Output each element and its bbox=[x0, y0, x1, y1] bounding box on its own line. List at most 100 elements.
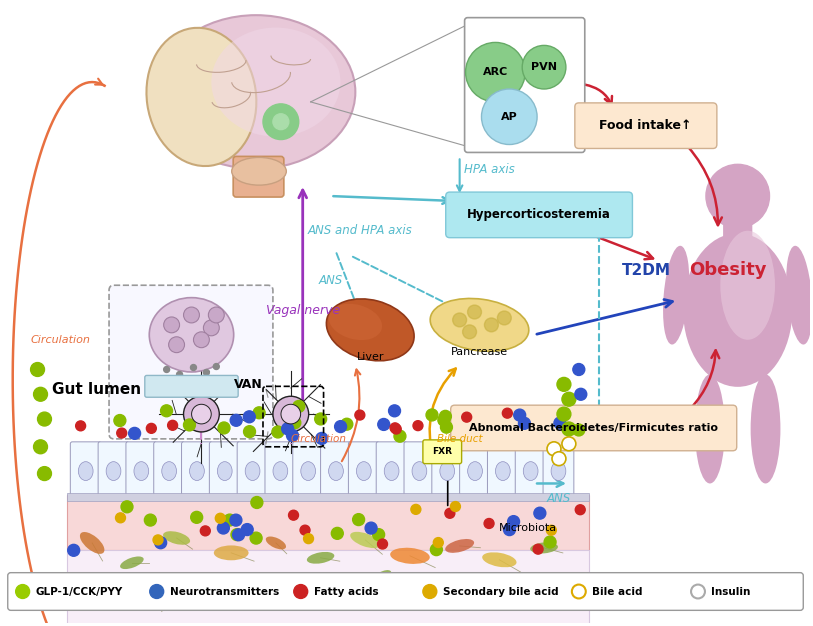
Ellipse shape bbox=[350, 532, 380, 548]
Circle shape bbox=[522, 46, 566, 89]
Text: Obesity: Obesity bbox=[689, 262, 767, 279]
Circle shape bbox=[293, 401, 305, 413]
Circle shape bbox=[37, 466, 51, 481]
Ellipse shape bbox=[107, 461, 121, 481]
Circle shape bbox=[335, 421, 346, 433]
Circle shape bbox=[562, 393, 576, 406]
Ellipse shape bbox=[120, 557, 144, 569]
Circle shape bbox=[300, 525, 310, 535]
FancyBboxPatch shape bbox=[450, 405, 737, 451]
Circle shape bbox=[315, 413, 327, 425]
Circle shape bbox=[293, 585, 307, 598]
Text: Neurotransmitters: Neurotransmitters bbox=[170, 587, 279, 597]
Text: Secondary bile acid: Secondary bile acid bbox=[443, 587, 559, 597]
Text: ANS and HPA axis: ANS and HPA axis bbox=[308, 224, 413, 237]
Circle shape bbox=[190, 364, 197, 371]
Circle shape bbox=[167, 420, 177, 430]
FancyBboxPatch shape bbox=[265, 442, 296, 495]
Circle shape bbox=[192, 404, 211, 424]
Circle shape bbox=[498, 311, 511, 325]
Circle shape bbox=[411, 505, 421, 515]
Ellipse shape bbox=[750, 374, 780, 483]
Circle shape bbox=[544, 536, 556, 548]
FancyBboxPatch shape bbox=[181, 442, 212, 495]
Circle shape bbox=[161, 405, 172, 417]
Text: Bile acid: Bile acid bbox=[592, 587, 642, 597]
Circle shape bbox=[213, 364, 220, 369]
Text: Fatty acids: Fatty acids bbox=[314, 587, 378, 597]
Circle shape bbox=[191, 511, 202, 523]
FancyBboxPatch shape bbox=[154, 442, 185, 495]
FancyBboxPatch shape bbox=[432, 442, 463, 495]
Ellipse shape bbox=[786, 246, 812, 344]
Circle shape bbox=[438, 414, 450, 426]
Circle shape bbox=[273, 114, 289, 130]
Text: Microbiota: Microbiota bbox=[499, 523, 558, 533]
Circle shape bbox=[33, 440, 47, 454]
Circle shape bbox=[303, 534, 314, 543]
FancyBboxPatch shape bbox=[515, 442, 546, 495]
Ellipse shape bbox=[198, 574, 225, 591]
Ellipse shape bbox=[282, 577, 319, 594]
Ellipse shape bbox=[551, 461, 566, 481]
FancyBboxPatch shape bbox=[446, 192, 633, 238]
Ellipse shape bbox=[134, 461, 149, 481]
Ellipse shape bbox=[435, 580, 465, 596]
Circle shape bbox=[145, 514, 156, 526]
Ellipse shape bbox=[385, 461, 399, 481]
FancyBboxPatch shape bbox=[67, 495, 589, 550]
Ellipse shape bbox=[440, 461, 454, 481]
Ellipse shape bbox=[524, 461, 538, 481]
Text: Food intake↑: Food intake↑ bbox=[599, 119, 692, 132]
FancyBboxPatch shape bbox=[233, 156, 284, 197]
Ellipse shape bbox=[157, 15, 355, 169]
Text: Pancrease: Pancrease bbox=[451, 347, 508, 357]
Circle shape bbox=[231, 529, 243, 541]
Circle shape bbox=[184, 419, 195, 431]
Ellipse shape bbox=[189, 461, 204, 481]
Circle shape bbox=[502, 408, 512, 418]
Circle shape bbox=[286, 429, 298, 441]
FancyBboxPatch shape bbox=[543, 442, 574, 495]
Circle shape bbox=[433, 538, 443, 548]
FancyBboxPatch shape bbox=[145, 376, 238, 398]
Circle shape bbox=[128, 428, 141, 439]
Text: AP: AP bbox=[501, 112, 518, 122]
Circle shape bbox=[281, 404, 301, 424]
FancyBboxPatch shape bbox=[210, 442, 240, 495]
Ellipse shape bbox=[266, 536, 286, 550]
Circle shape bbox=[365, 522, 377, 534]
Ellipse shape bbox=[273, 461, 288, 481]
Circle shape bbox=[253, 407, 265, 419]
FancyBboxPatch shape bbox=[67, 493, 589, 501]
FancyBboxPatch shape bbox=[126, 442, 157, 495]
Circle shape bbox=[391, 424, 401, 434]
FancyBboxPatch shape bbox=[464, 18, 585, 153]
Circle shape bbox=[575, 388, 587, 400]
Ellipse shape bbox=[301, 461, 315, 481]
Circle shape bbox=[394, 430, 406, 442]
Text: T2DM: T2DM bbox=[622, 263, 671, 278]
Circle shape bbox=[203, 320, 220, 336]
Circle shape bbox=[251, 496, 263, 508]
Circle shape bbox=[215, 513, 225, 523]
Text: Vagal nerve: Vagal nerve bbox=[266, 304, 340, 317]
FancyBboxPatch shape bbox=[67, 550, 589, 626]
Ellipse shape bbox=[78, 461, 93, 481]
Ellipse shape bbox=[232, 157, 286, 185]
Circle shape bbox=[355, 410, 365, 420]
Circle shape bbox=[15, 585, 29, 598]
Circle shape bbox=[184, 396, 220, 432]
Circle shape bbox=[289, 417, 301, 429]
Circle shape bbox=[562, 437, 576, 451]
Text: Hypercorticosteremia: Hypercorticosteremia bbox=[467, 208, 611, 222]
Text: Liver: Liver bbox=[356, 352, 384, 362]
FancyBboxPatch shape bbox=[575, 103, 717, 148]
Ellipse shape bbox=[80, 532, 104, 554]
FancyBboxPatch shape bbox=[98, 442, 129, 495]
Circle shape bbox=[440, 411, 451, 423]
Ellipse shape bbox=[695, 374, 725, 483]
Text: VAN: VAN bbox=[233, 378, 263, 391]
Text: PVN: PVN bbox=[531, 62, 557, 72]
Circle shape bbox=[289, 510, 298, 520]
